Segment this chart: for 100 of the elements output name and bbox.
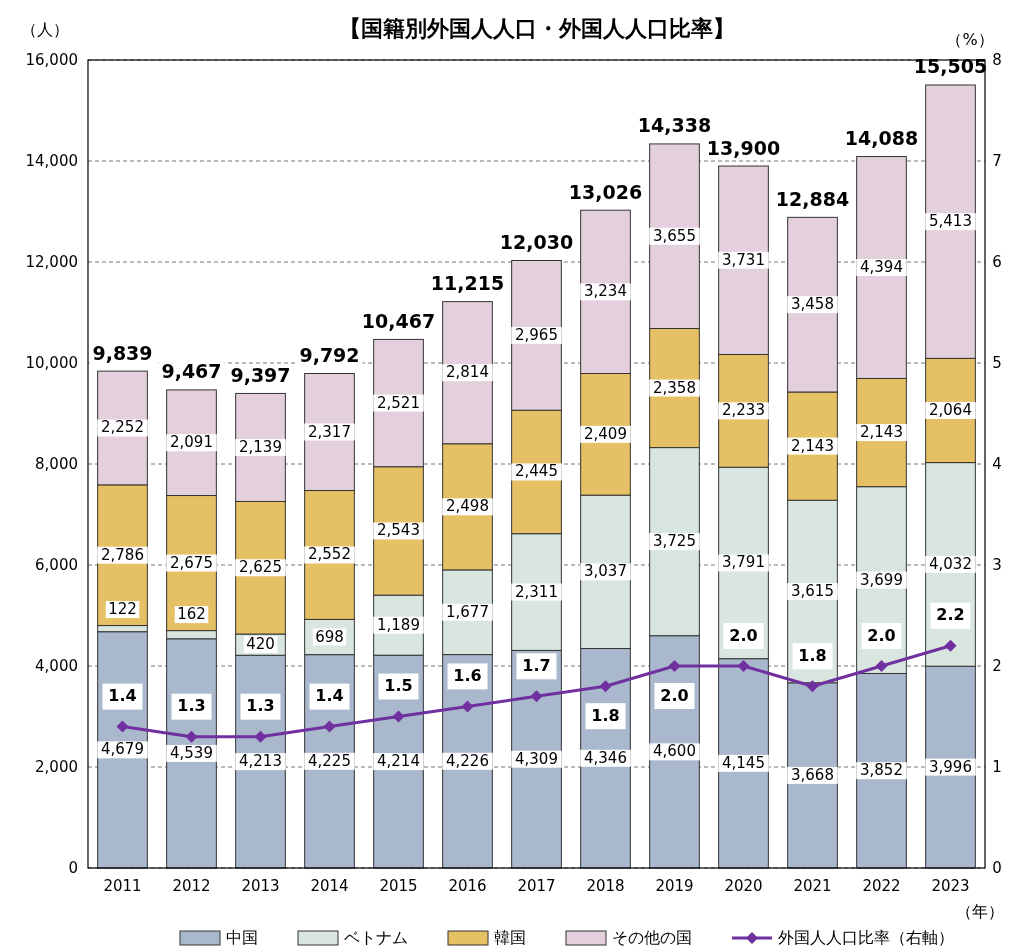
data-label: 2.0 <box>729 625 758 645</box>
data-label: 4,145 <box>722 753 765 772</box>
x-tick-label: 2016 <box>448 876 487 895</box>
data-label: 2,143 <box>791 436 834 455</box>
data-label: 1.3 <box>246 696 275 716</box>
total-label: 9,792 <box>299 344 360 366</box>
data-label: 2,091 <box>170 433 213 452</box>
x-tick-label: 2022 <box>862 876 901 895</box>
y2-tick-label: 2 <box>992 656 1002 675</box>
data-label: 4,539 <box>170 743 213 762</box>
data-label: 420 <box>246 635 275 654</box>
data-label: 2,317 <box>308 422 351 441</box>
data-label: 1.5 <box>384 676 413 695</box>
y2-tick-label: 0 <box>992 858 1002 877</box>
y-tick-label: 10,000 <box>25 353 78 372</box>
point <box>668 660 681 672</box>
data-label: 2,409 <box>584 424 627 443</box>
y2-axis-title: （%） <box>946 29 994 49</box>
point <box>323 720 336 733</box>
data-label: 2,064 <box>929 400 972 419</box>
data-label: 1.8 <box>591 705 620 725</box>
y2-tick-label: 6 <box>992 252 1002 271</box>
legend-label: ベトナム <box>344 927 408 947</box>
data-label: 2.0 <box>867 625 896 645</box>
data-label: 2,521 <box>377 393 420 412</box>
x-tick-label: 2018 <box>586 876 625 895</box>
data-label: 1.3 <box>177 696 206 716</box>
y-tick-label: 16,000 <box>25 50 78 69</box>
data-label: 4,214 <box>377 752 420 771</box>
point <box>944 639 957 652</box>
data-label: 4,679 <box>101 740 144 759</box>
data-label: 2,498 <box>446 497 489 516</box>
x-tick-label: 2012 <box>172 876 211 895</box>
data-label: 3,234 <box>584 282 627 301</box>
data-label: 2,139 <box>239 437 282 456</box>
x-tick-label: 2013 <box>241 876 280 895</box>
y-tick-label: 12,000 <box>25 252 78 271</box>
data-label: 2,675 <box>170 553 213 572</box>
y-tick-label: 2,000 <box>35 757 78 776</box>
total-label: 9,397 <box>230 363 291 386</box>
y2-tick-label: 7 <box>992 151 1002 170</box>
total-label: 10,467 <box>361 309 436 332</box>
x-tick-label: 2023 <box>931 876 970 895</box>
point <box>185 730 198 743</box>
y-tick-label: 4,000 <box>35 656 78 675</box>
point <box>806 680 819 693</box>
data-label: 4,226 <box>446 751 489 770</box>
data-label: 2,625 <box>239 558 282 577</box>
point <box>461 700 474 713</box>
legend-label: 韓国 <box>494 927 526 947</box>
data-label: 2,445 <box>515 462 558 481</box>
data-label: 3,791 <box>722 553 765 572</box>
data-label: 5,413 <box>929 212 972 231</box>
data-label: 2,814 <box>446 363 489 382</box>
data-label: 3,852 <box>860 761 903 780</box>
total-label: 12,884 <box>775 187 850 210</box>
total-label: 9,839 <box>92 341 153 364</box>
y2-tick-label: 4 <box>992 454 1002 473</box>
data-label: 2,143 <box>860 423 903 442</box>
data-label: 698 <box>315 627 344 646</box>
point <box>254 730 267 743</box>
data-label: 3,615 <box>791 581 834 600</box>
point <box>116 720 129 733</box>
data-label: 1.7 <box>522 655 551 675</box>
data-label: 3,037 <box>584 562 627 581</box>
data-label: 3,731 <box>722 250 765 269</box>
x-tick-label: 2017 <box>517 876 556 895</box>
data-label: 1.8 <box>798 645 827 665</box>
y2-tick-label: 5 <box>992 353 1002 372</box>
legend-label: 外国人人口比率（右軸） <box>778 927 954 947</box>
data-label: 4,032 <box>929 554 972 573</box>
data-label: 1,189 <box>377 615 420 634</box>
chart-title: 【国籍別外国人人口・外国人人口比率】 <box>338 16 735 41</box>
x-axis-title: （年） <box>956 901 1004 921</box>
total-label: 9,467 <box>161 360 222 383</box>
data-label: 162 <box>177 605 206 624</box>
x-tick-label: 2011 <box>103 876 142 895</box>
data-label: 1.4 <box>108 686 137 706</box>
y-tick-label: 14,000 <box>25 151 78 170</box>
x-tick-label: 2020 <box>724 876 763 895</box>
y-tick-label: 8,000 <box>35 454 78 473</box>
data-label: 3,655 <box>653 226 696 245</box>
total-label: 14,088 <box>844 127 919 150</box>
data-label: 1.4 <box>315 686 344 706</box>
data-label: 2,965 <box>515 325 558 344</box>
data-label: 3,668 <box>791 765 834 784</box>
data-label: 3,996 <box>929 757 972 776</box>
point <box>599 680 612 693</box>
y2-tick-label: 1 <box>992 757 1002 776</box>
data-label: 2,311 <box>515 582 558 601</box>
data-label: 1,677 <box>446 602 489 621</box>
y-axis-title: （人） <box>21 19 69 39</box>
data-label: 4,213 <box>239 752 282 771</box>
total-label: 13,026 <box>568 180 643 203</box>
data-label: 2,358 <box>653 378 696 397</box>
total-label: 14,338 <box>637 114 712 137</box>
total-label: 11,215 <box>430 272 505 295</box>
y-tick-label: 0 <box>68 858 78 877</box>
data-label: 122 <box>108 600 137 619</box>
data-label: 2,233 <box>722 401 765 420</box>
